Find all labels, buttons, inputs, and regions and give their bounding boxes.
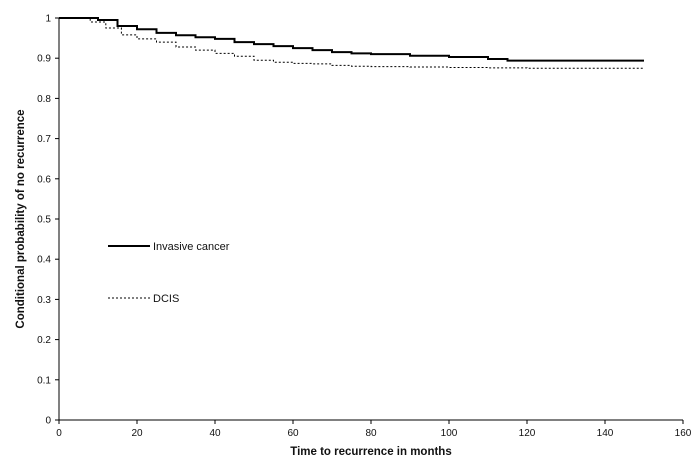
series-line-invasive-cancer xyxy=(59,17,644,62)
y-tick-label: 0.4 xyxy=(37,255,51,266)
series-line-dcis xyxy=(59,17,644,69)
y-tick-label: 0.1 xyxy=(37,375,51,386)
legend-label: Invasive cancer xyxy=(153,241,230,253)
x-axis-title: Time to recurrence in months xyxy=(290,446,451,458)
y-axis-ticks: 0 0.1 0.2 0.3 0.4 0.5 0.6 0.7 0.8 0.9 1 xyxy=(37,14,59,427)
x-axis-ticks: 0 20 40 60 80 100 120 140 160 xyxy=(56,420,692,439)
x-tick-label: 160 xyxy=(675,428,692,439)
series-layer xyxy=(59,17,644,69)
x-tick-label: 100 xyxy=(441,428,458,439)
y-tick-label: 0.3 xyxy=(37,295,51,306)
x-tick-label: 80 xyxy=(365,428,377,439)
legend: Invasive cancer DCIS xyxy=(108,241,230,305)
y-tick-label: 0.8 xyxy=(37,94,51,105)
y-tick-label: 0.6 xyxy=(37,174,51,185)
y-tick-label: 0.2 xyxy=(37,335,51,346)
y-tick-label: 0.9 xyxy=(37,54,51,65)
x-tick-label: 20 xyxy=(131,428,143,439)
y-tick-label: 0.7 xyxy=(37,134,51,145)
x-tick-label: 120 xyxy=(519,428,536,439)
legend-label: DCIS xyxy=(153,293,179,305)
y-tick-label: 0.5 xyxy=(37,215,51,226)
x-tick-label: 140 xyxy=(597,428,614,439)
y-tick-label: 1 xyxy=(45,14,51,25)
y-tick-label: 0 xyxy=(45,416,51,427)
x-tick-label: 60 xyxy=(287,428,299,439)
x-tick-label: 40 xyxy=(209,428,221,439)
y-axis-title: Conditional probability of no recurrence xyxy=(15,109,27,328)
x-tick-label: 0 xyxy=(56,428,62,439)
